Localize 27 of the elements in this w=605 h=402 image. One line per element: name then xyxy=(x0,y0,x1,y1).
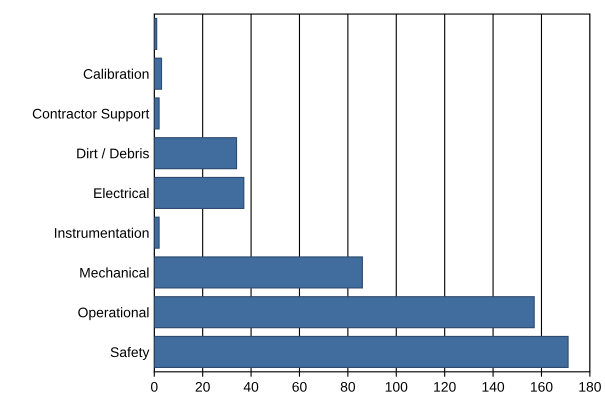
x-tick-label: 160 xyxy=(530,382,553,392)
x-tick-label: 140 xyxy=(482,382,504,392)
x-tick-label: 100 xyxy=(386,382,408,392)
x-tick-label: 0 xyxy=(150,382,158,392)
x-tick-label: 20 xyxy=(196,382,210,392)
x-tick-label: 60 xyxy=(292,382,307,392)
bar xyxy=(154,256,363,289)
x-tick-label: 80 xyxy=(340,382,356,392)
x-tick-label: 180 xyxy=(579,382,601,392)
x-tick-label: 40 xyxy=(244,382,258,392)
y-tick-label: Calibration xyxy=(84,68,149,79)
y-tick-label: Contractor Support xyxy=(32,108,150,122)
y-tick-label: Electrical xyxy=(94,188,148,198)
bar xyxy=(154,176,244,210)
bar xyxy=(154,336,569,368)
x-tick-label: 120 xyxy=(434,382,456,392)
bar xyxy=(154,216,160,249)
bar xyxy=(154,137,238,170)
y-tick-label: Safety xyxy=(110,346,150,360)
y-tick-label: Instrumentation xyxy=(54,228,149,238)
y-tick-label: Mechanical xyxy=(80,267,148,278)
bar xyxy=(154,58,162,90)
y-tick-label: Dirt / Debris xyxy=(77,148,149,158)
bar xyxy=(154,18,158,50)
bar xyxy=(154,296,535,328)
bar xyxy=(154,97,160,130)
y-tick-label: Operational xyxy=(78,307,148,320)
